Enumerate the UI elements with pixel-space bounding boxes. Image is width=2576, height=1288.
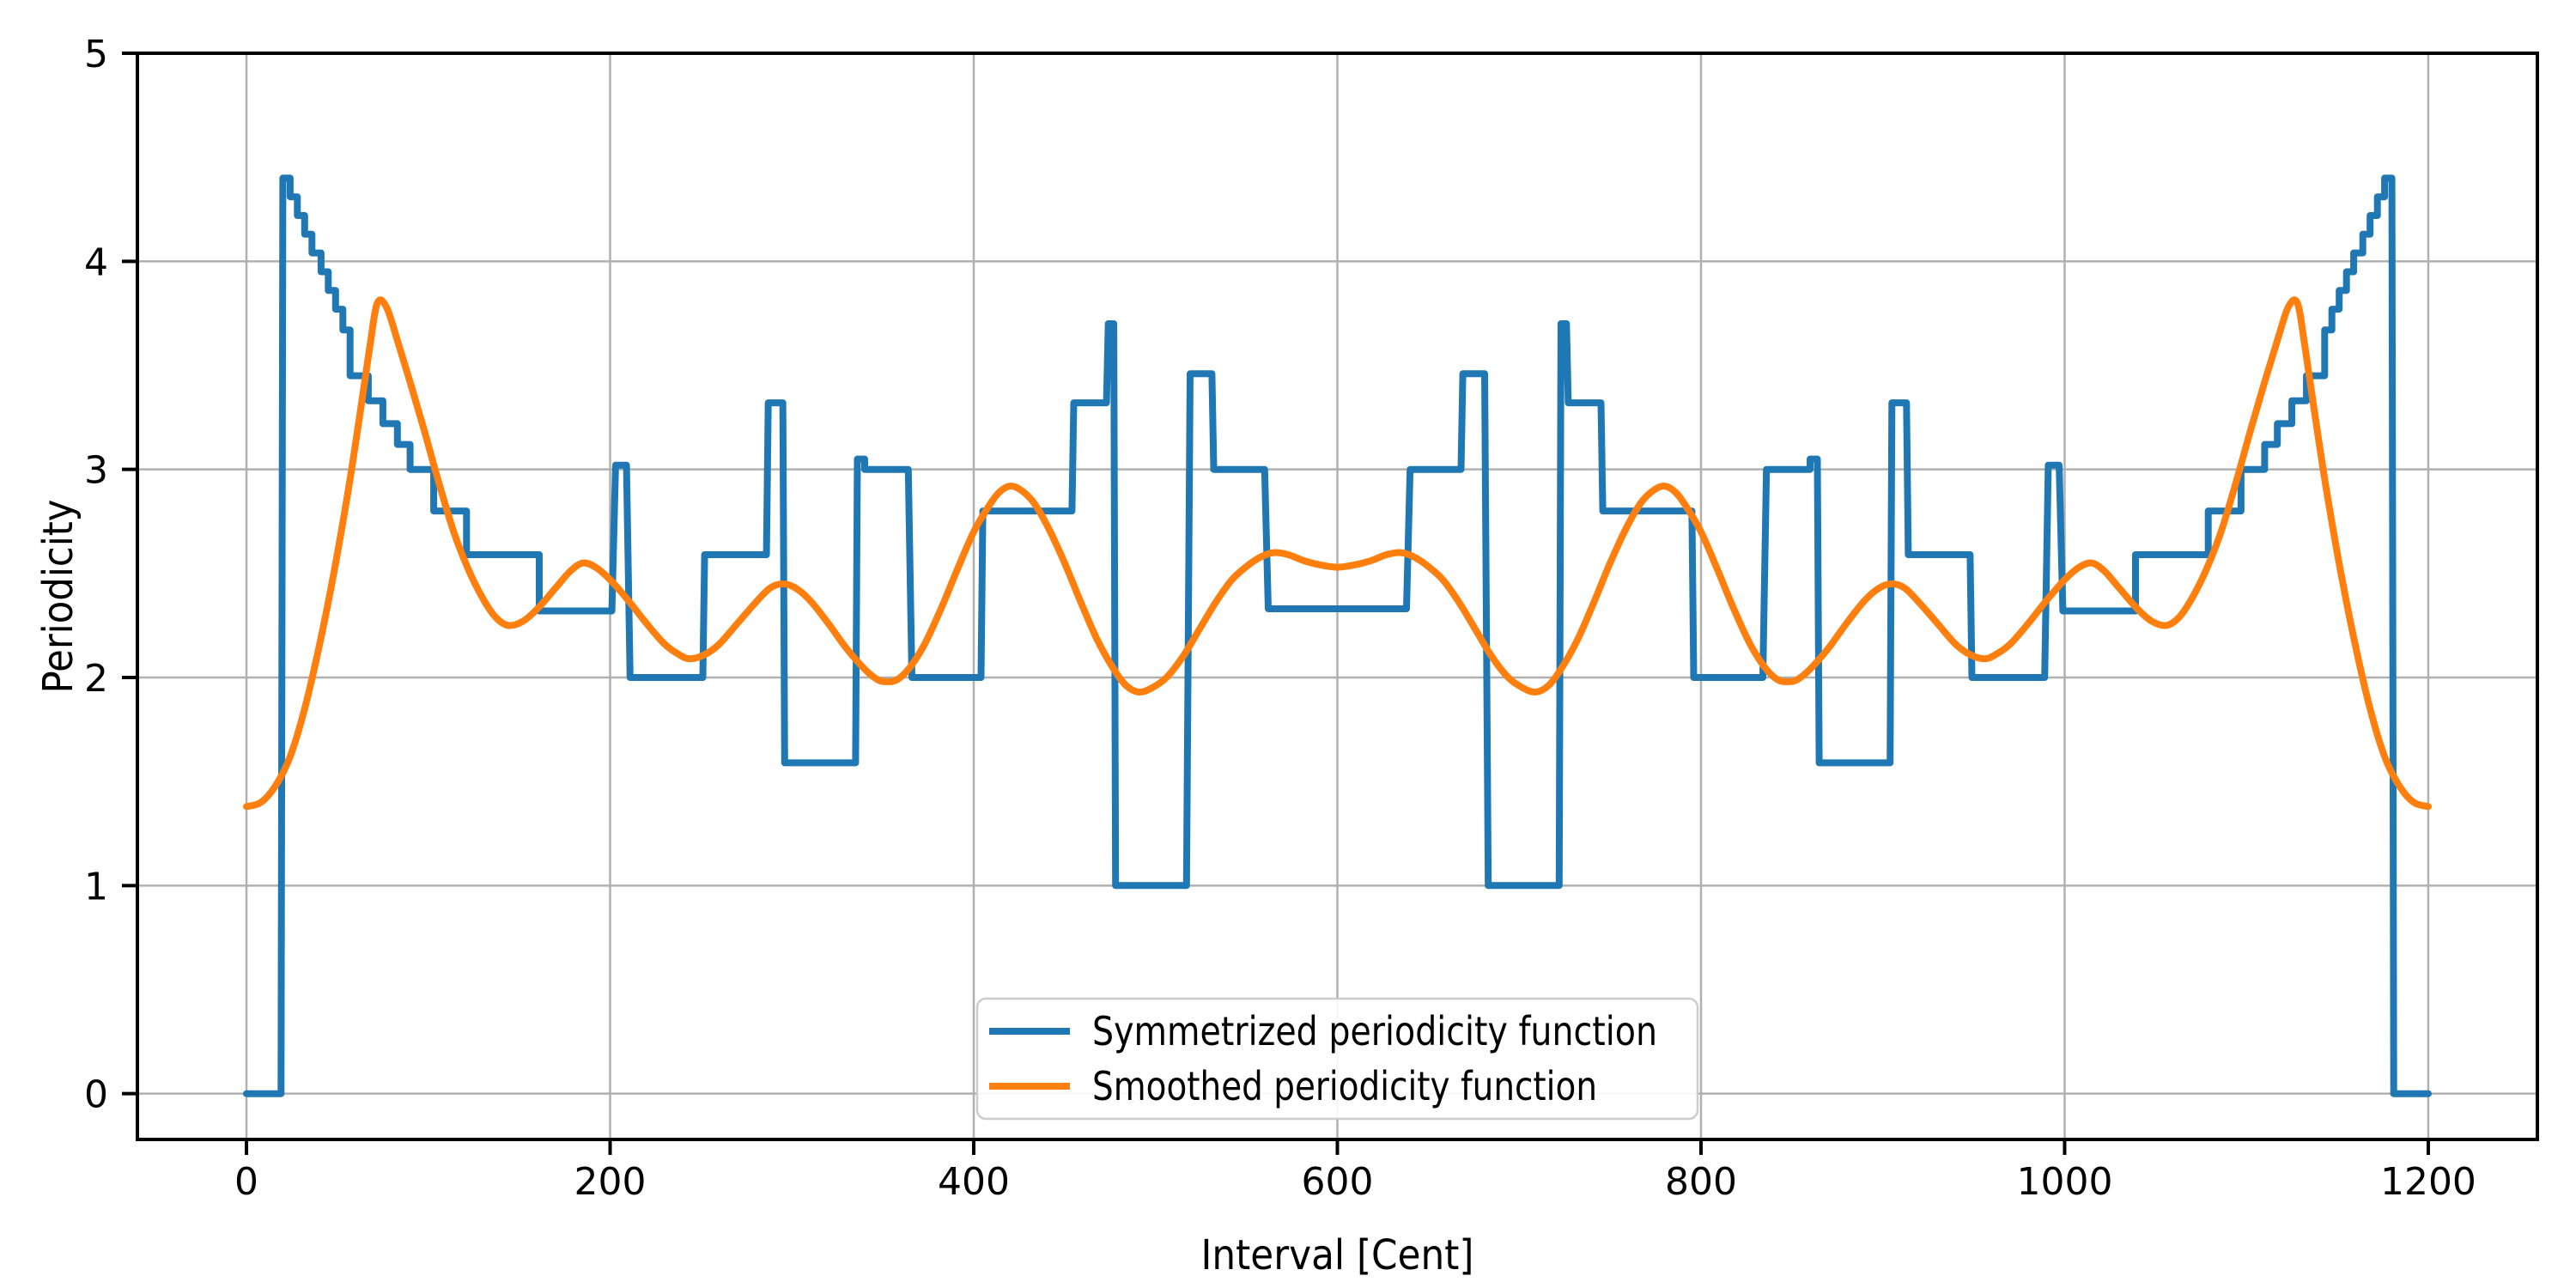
y-tick-label: 2 [84, 657, 108, 701]
axis-labels: Interval [Cent] Periodicity [34, 500, 1474, 1280]
x-tick-label: 600 [1302, 1160, 1374, 1204]
x-tick-label: 200 [574, 1160, 647, 1204]
y-tick-label: 0 [84, 1073, 108, 1117]
x-tick-label: 800 [1665, 1160, 1737, 1204]
x-tick-label: 1000 [2016, 1160, 2112, 1204]
gridlines [137, 52, 2537, 1139]
axes [122, 52, 2539, 1155]
x-axis-label: Interval [Cent] [1201, 1231, 1474, 1279]
y-axis-label: Periodicity [34, 500, 82, 694]
tick-labels: 0 200 400 600 800 1000 1200 0 1 2 3 4 5 [84, 33, 2476, 1204]
legend: Symmetrized periodicity function Smoothed… [975, 997, 1699, 1121]
x-tick-label: 0 [234, 1160, 258, 1204]
x-tick-label: 400 [938, 1160, 1010, 1204]
y-tick-label: 4 [84, 240, 108, 284]
legend-box [975, 997, 1699, 1121]
y-tick-label: 1 [84, 865, 108, 908]
series-symmetrized-line [243, 174, 2432, 1097]
legend-entry-symmetrized-label: Symmetrized periodicity function [1092, 1008, 1657, 1054]
y-tick-label: 5 [84, 33, 108, 76]
y-tick-label: 3 [84, 449, 108, 493]
plot-series [243, 174, 2432, 1097]
series-smoothed-line [243, 296, 2432, 811]
legend-entry-smoothed-label: Smoothed periodicity function [1092, 1063, 1597, 1109]
x-tick-label: 1200 [2380, 1160, 2476, 1204]
